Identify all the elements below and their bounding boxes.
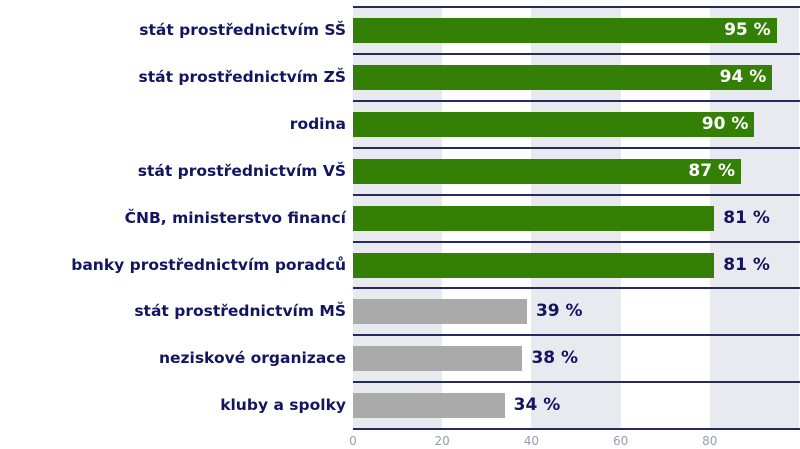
bar-value-label: 95 %	[724, 20, 771, 40]
bar-value-label: 90 %	[701, 113, 749, 134]
row-divider	[353, 99, 800, 102]
category-label: stát prostřednictvím VŠ	[137, 161, 346, 180]
bar-value-label: 94 %	[719, 66, 767, 87]
bar-value-label: 81 %	[723, 207, 770, 228]
row-divider	[353, 287, 800, 290]
bar	[353, 205, 715, 231]
row-divider	[353, 428, 800, 431]
bar-value-label: 38 %	[531, 348, 579, 369]
row-divider	[353, 240, 800, 243]
bar-value-label: 39 %	[535, 301, 583, 322]
row-divider	[353, 193, 800, 196]
row-divider	[353, 381, 800, 384]
category-label: ČNB, ministerstvo financí	[124, 208, 346, 227]
x-tick-label: 80	[702, 434, 718, 448]
x-tick-label: 0	[349, 434, 357, 448]
x-tick-label: 40	[523, 434, 540, 448]
bar	[353, 252, 715, 278]
row-divider	[353, 52, 800, 55]
x-tick-label: 20	[434, 434, 450, 448]
bar	[353, 18, 777, 43]
row-divider	[353, 6, 800, 8]
bar	[353, 346, 523, 372]
bar-value-label: 81 %	[723, 254, 770, 275]
bar-value-label: 87 %	[688, 160, 736, 181]
category-label: neziskové organizace	[158, 349, 346, 368]
category-label: stát prostřednictvím ZŠ	[138, 67, 347, 86]
bar	[353, 64, 773, 90]
plot-area: 95 % 94 % 90 % 87 % 81 % 81 % 39 % 38 % 34 %	[353, 6, 800, 431]
bar	[353, 299, 527, 325]
bar	[353, 158, 742, 184]
category-label: rodina	[289, 114, 346, 133]
category-label: stát prostřednictvím MŠ	[134, 302, 346, 321]
category-label: banky prostřednictvím poradců	[71, 255, 346, 274]
bar	[353, 111, 755, 137]
bar	[353, 393, 505, 419]
category-label: kluby a spolky	[220, 396, 346, 415]
category-label: stát prostřednictvím SŠ	[139, 21, 346, 39]
x-tick-label: 60	[612, 434, 629, 448]
row-divider	[353, 146, 800, 149]
bar-value-label: 34 %	[513, 395, 561, 416]
row-divider	[353, 334, 800, 337]
